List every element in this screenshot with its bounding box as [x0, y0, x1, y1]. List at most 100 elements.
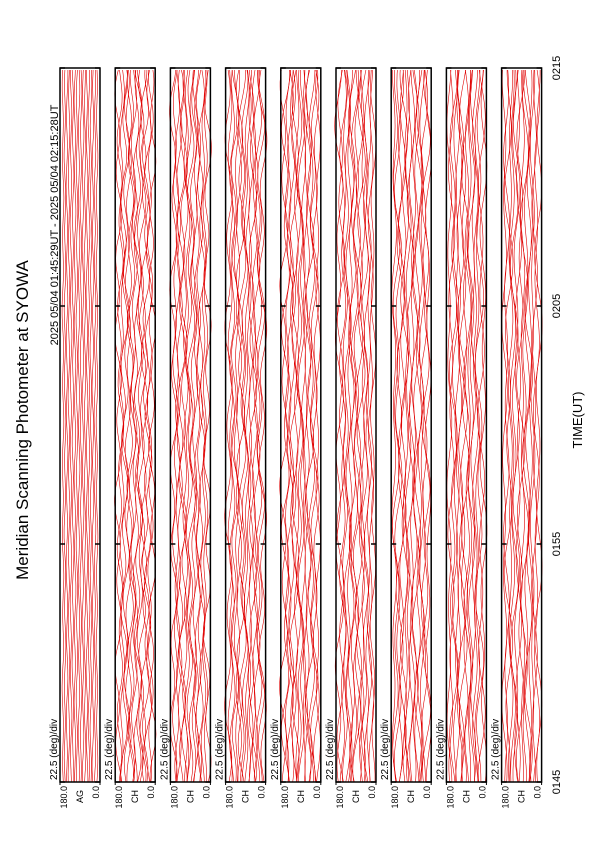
trace: [352, 69, 362, 783]
trace: [366, 69, 373, 783]
x-tick-label: 0215: [551, 56, 563, 80]
y-tick-label: 0.0: [146, 786, 156, 799]
scale-label: 22.5 (deg)/div: [325, 719, 336, 780]
panel-frame: [500, 67, 543, 783]
trace: [356, 69, 366, 783]
trace: [369, 69, 377, 782]
trace: [234, 70, 240, 783]
trace: [128, 69, 137, 783]
trace: [81, 69, 85, 782]
trace: [315, 69, 321, 783]
trace: [241, 69, 249, 783]
trace: [512, 69, 521, 783]
trace: [519, 69, 526, 783]
trace: [406, 69, 415, 783]
y-tick-label: 0.0: [201, 786, 211, 799]
trace: [392, 69, 401, 783]
trace: [310, 69, 319, 782]
trace: [67, 69, 71, 782]
trace: [348, 69, 357, 783]
trace: [343, 69, 351, 783]
trace: [530, 69, 536, 783]
trace: [399, 69, 409, 783]
trace: [187, 69, 196, 783]
trace: [95, 69, 99, 783]
trace: [467, 69, 476, 783]
trace: [421, 69, 432, 783]
trace: [470, 69, 477, 783]
trace: [202, 69, 209, 783]
trace: [503, 69, 510, 782]
trace: [298, 69, 305, 783]
y-tick-label: 180.0: [390, 786, 400, 809]
trace: [305, 69, 315, 783]
trace: [89, 69, 93, 783]
trace: [194, 69, 201, 783]
panel-frame: [280, 67, 322, 783]
trace: [409, 69, 416, 783]
trace: [354, 69, 364, 783]
y-tick-label: 180.0: [280, 786, 290, 809]
trace: [295, 69, 301, 783]
trace: [133, 69, 143, 783]
y-tick-label: 180.0: [335, 786, 345, 809]
y-tick-label: 180.0: [225, 786, 235, 809]
scale-label: 22.5 (deg)/div: [270, 719, 281, 780]
trace: [235, 69, 243, 783]
trace: [395, 69, 405, 783]
trace: [466, 69, 473, 783]
trace: [178, 69, 188, 782]
panel-name: CH: [351, 790, 361, 803]
trace: [397, 69, 407, 783]
panel-name: CH: [241, 790, 251, 803]
panel-frame: [224, 67, 267, 783]
trace: [527, 69, 534, 782]
trace: [472, 69, 479, 783]
trace: [456, 69, 466, 783]
trace: [403, 69, 409, 783]
trace: [238, 70, 247, 783]
trace: [303, 69, 308, 783]
scale-label: 22.5 (deg)/div: [49, 719, 60, 780]
trace: [336, 69, 346, 783]
trace: [63, 69, 67, 783]
trace: [136, 69, 144, 783]
y-tick-label: 0.0: [477, 786, 487, 799]
panel-frame: [445, 67, 488, 783]
trace: [509, 69, 516, 783]
trace: [244, 69, 250, 783]
trace: [301, 69, 306, 783]
y-tick-label: 0.0: [422, 786, 432, 799]
trace: [279, 69, 289, 783]
trace: [83, 70, 87, 783]
trace: [477, 69, 486, 783]
trace: [73, 69, 77, 782]
trace: [284, 69, 292, 783]
trace: [229, 69, 236, 783]
trace: [342, 69, 349, 782]
trace: [286, 69, 294, 783]
trace: [339, 69, 347, 783]
trace: [249, 69, 258, 783]
chart-title: Meridian Scanning Photometer at SYOWA: [13, 260, 32, 580]
trace: [516, 70, 526, 783]
trace: [248, 69, 254, 783]
trace: [410, 69, 418, 783]
panel-frame: [59, 67, 101, 783]
y-tick-label: 180.0: [445, 786, 455, 809]
x-tick-label: 0205: [551, 294, 563, 318]
trace: [195, 69, 203, 783]
trace: [360, 69, 366, 783]
trace: [288, 69, 295, 783]
panel-name: CH: [130, 790, 140, 803]
x-tick-label: 0145: [551, 770, 563, 794]
trace: [461, 69, 470, 783]
trace: [174, 69, 181, 783]
panel-frame: [114, 67, 156, 783]
trace: [360, 69, 369, 783]
trace: [253, 69, 261, 782]
panel-frame: [169, 67, 212, 783]
x-axis-label: TIME(UT): [570, 391, 585, 448]
panel-name: AG: [75, 790, 85, 803]
trace: [75, 69, 79, 783]
